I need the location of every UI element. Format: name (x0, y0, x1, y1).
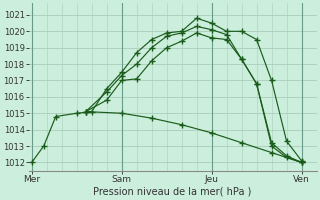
X-axis label: Pression niveau de la mer( hPa ): Pression niveau de la mer( hPa ) (93, 187, 252, 197)
